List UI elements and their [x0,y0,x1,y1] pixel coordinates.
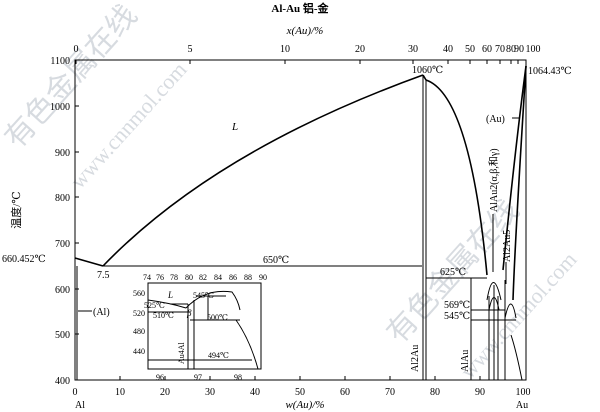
top-tick: 50 [465,44,475,55]
inset-left-tick: 520 [133,309,145,318]
diagram-title: Al-Au 铝-金 [271,1,329,15]
inset-top-tick: 82 [199,273,207,282]
inset-t525: 525℃ [144,301,165,310]
inset-diagram: 74 76 78 80 82 84 86 88 90 560 520 480 4… [133,273,267,382]
inset-liquid-label: L [167,290,173,300]
al2au5-label: Al2Au5 [502,230,513,262]
al2au-label: Al2Au [410,345,421,372]
bottom-tick: 70 [385,387,395,398]
left-tick: 1100 [50,56,70,67]
left-tick: 700 [55,239,70,250]
top-tick: 40 [443,44,453,55]
bottom-tick: 80 [430,387,440,398]
right-liquidus [425,79,488,276]
inset-au4al-label: Au4Al [177,341,186,364]
al-element-label: Al [75,400,85,411]
phase-boundaries-thin [76,75,523,381]
liquidus-curve [102,74,424,267]
alau-label: AlAu [460,350,471,372]
bottom-tick: 30 [205,387,215,398]
inset-t494: 494℃ [208,351,229,360]
left-axis-label: 温度/℃ [9,191,23,228]
alau2-label: AlAu2(α,β,和γ) [488,148,500,212]
top-tick: 70 [495,44,505,55]
inset-left-tick: 560 [133,289,145,298]
inset-liquidus-right [185,290,241,311]
bottom-tick: 20 [160,387,170,398]
inset-frame [147,282,262,370]
au-phase-label: (Au) [486,114,505,125]
annotations: 660.452℃ 7.5 650℃ L 1060℃ 1064.43℃ 625℃ … [2,65,572,372]
inset-top-tick: 76 [156,273,164,282]
top-tick: 10 [280,44,290,55]
left-tick: 400 [55,376,70,387]
inset-lines [147,290,259,370]
bottom-tick: 10 [115,387,125,398]
t625-label: 625℃ [440,267,466,278]
inset-left-tick: 440 [133,347,145,356]
inset-bottom-tick: 98 [234,373,242,382]
bottom-tick: 90 [475,387,485,398]
inset-top-tick: 74 [143,273,151,282]
inset-t545: 545℃ [193,291,214,300]
left-tick: 900 [55,148,70,159]
bottom-tick: 60 [340,387,350,398]
phase-boundaries [74,65,527,301]
inset-bottom-tick: 97 [194,373,202,382]
top-axis-ticks: 0 5 10 20 30 40 50 60 70 80 90 100 [74,44,541,64]
t545-label: 545℃ [444,311,470,322]
al-liquidus [74,257,104,267]
au-solvus [510,334,523,381]
au-small-dome [504,303,517,319]
top-axis: x(Au)/% 0 5 10 20 30 40 50 60 70 80 90 1… [74,25,541,64]
eutectic-x-label: 7.5 [97,270,110,281]
bottom-axis-label: w(Au)/% [285,399,324,411]
inset-top-tick: 78 [170,273,178,282]
left-tick: 600 [55,285,70,296]
bottom-tick: 0 [73,387,78,398]
top-tick: 20 [355,44,365,55]
bottom-tick: 50 [295,387,305,398]
inset-bottom-tick: 96 [156,373,164,382]
left-tick: 500 [55,330,70,341]
top-tick: 30 [408,44,418,55]
inset-top-tick: 90 [259,273,267,282]
left-tick: 1000 [50,102,70,113]
top-tick: 60 [482,44,492,55]
top-tick: 80 [506,44,516,55]
top-axis-label: x(Au)/% [286,25,324,37]
inset-top-tick: 86 [229,273,237,282]
eutectic-t-label: 650℃ [263,255,289,266]
au-liquidus [502,65,527,271]
inset-solvus [235,319,259,370]
alau2-melt-label: 1060℃ [412,65,443,76]
inset-beta-label: β [186,308,192,318]
al-phase-label: (Al) [93,307,110,318]
inset-top-tick: 80 [185,273,193,282]
top-tick: 90 [514,44,524,55]
bottom-tick: 40 [250,387,260,398]
inset-left-tick: 480 [133,327,145,336]
inset-top-tick: 84 [214,273,222,282]
bottom-tick: 100 [516,387,531,398]
top-tick: 0 [74,44,79,55]
au-melt-label: 1064.43℃ [528,66,572,77]
inset-t510: 510℃ [153,311,174,320]
au-element-label: Au [516,400,528,411]
t569-label: 569℃ [444,300,470,311]
left-axis: 温度/℃ 400 500 600 700 800 900 1000 1100 [9,56,79,387]
top-tick: 100 [526,44,541,55]
au-solidus [512,65,527,301]
liquid-label: L [231,121,238,133]
left-tick: 800 [55,193,70,204]
inset-top-tick: 88 [244,273,252,282]
alau2-dome [486,282,502,301]
inset-liquidus-left [147,299,187,309]
bottom-axis: 0 10 20 30 40 50 60 70 80 90 100 Al Au w… [73,376,531,411]
al-melt-label: 660.452℃ [2,254,46,265]
inset-t500: 500℃ [207,313,228,322]
top-tick: 5 [188,44,193,55]
